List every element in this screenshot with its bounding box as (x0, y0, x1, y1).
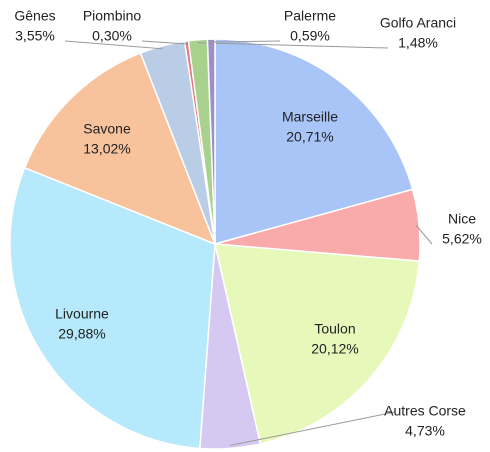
slice-value-label: 5,62% (442, 231, 482, 247)
slice-value-label: 0,30% (92, 28, 132, 44)
slice-value-label: 20,12% (311, 341, 358, 357)
leader-line (141, 40, 187, 45)
leader-line (64, 40, 164, 50)
slice-label: Savone (83, 121, 131, 137)
slice-value-label: 3,55% (15, 28, 55, 44)
slice-value-label: 0,59% (290, 28, 330, 44)
slice-label: Autres Corse (384, 403, 466, 419)
slice-label: Palerme (284, 8, 336, 24)
slice-label: Toulon (314, 321, 355, 337)
slice-label: Marseille (282, 109, 338, 125)
leader-line (211, 40, 281, 43)
slice-label: Gênes (14, 8, 55, 24)
slice-value-label: 4,73% (405, 423, 445, 439)
slice-value-label: 13,02% (83, 141, 130, 157)
slice-value-label: 20,71% (286, 129, 333, 145)
pie-slice (206, 38, 216, 245)
slice-label: Golfo Aranci (380, 15, 456, 31)
pie-slice (214, 243, 421, 445)
leader-line (229, 411, 396, 446)
slice-label: Nice (448, 211, 476, 227)
leader-line (415, 224, 433, 245)
slice-label: Piombino (83, 8, 142, 24)
leader-line (198, 42, 389, 49)
slice-value-label: 29,88% (58, 326, 105, 342)
slice-label: Livourne (55, 306, 109, 322)
slice-value-label: 1,48% (398, 35, 438, 51)
pie-slice (23, 52, 217, 246)
pie-slice (9, 166, 216, 450)
